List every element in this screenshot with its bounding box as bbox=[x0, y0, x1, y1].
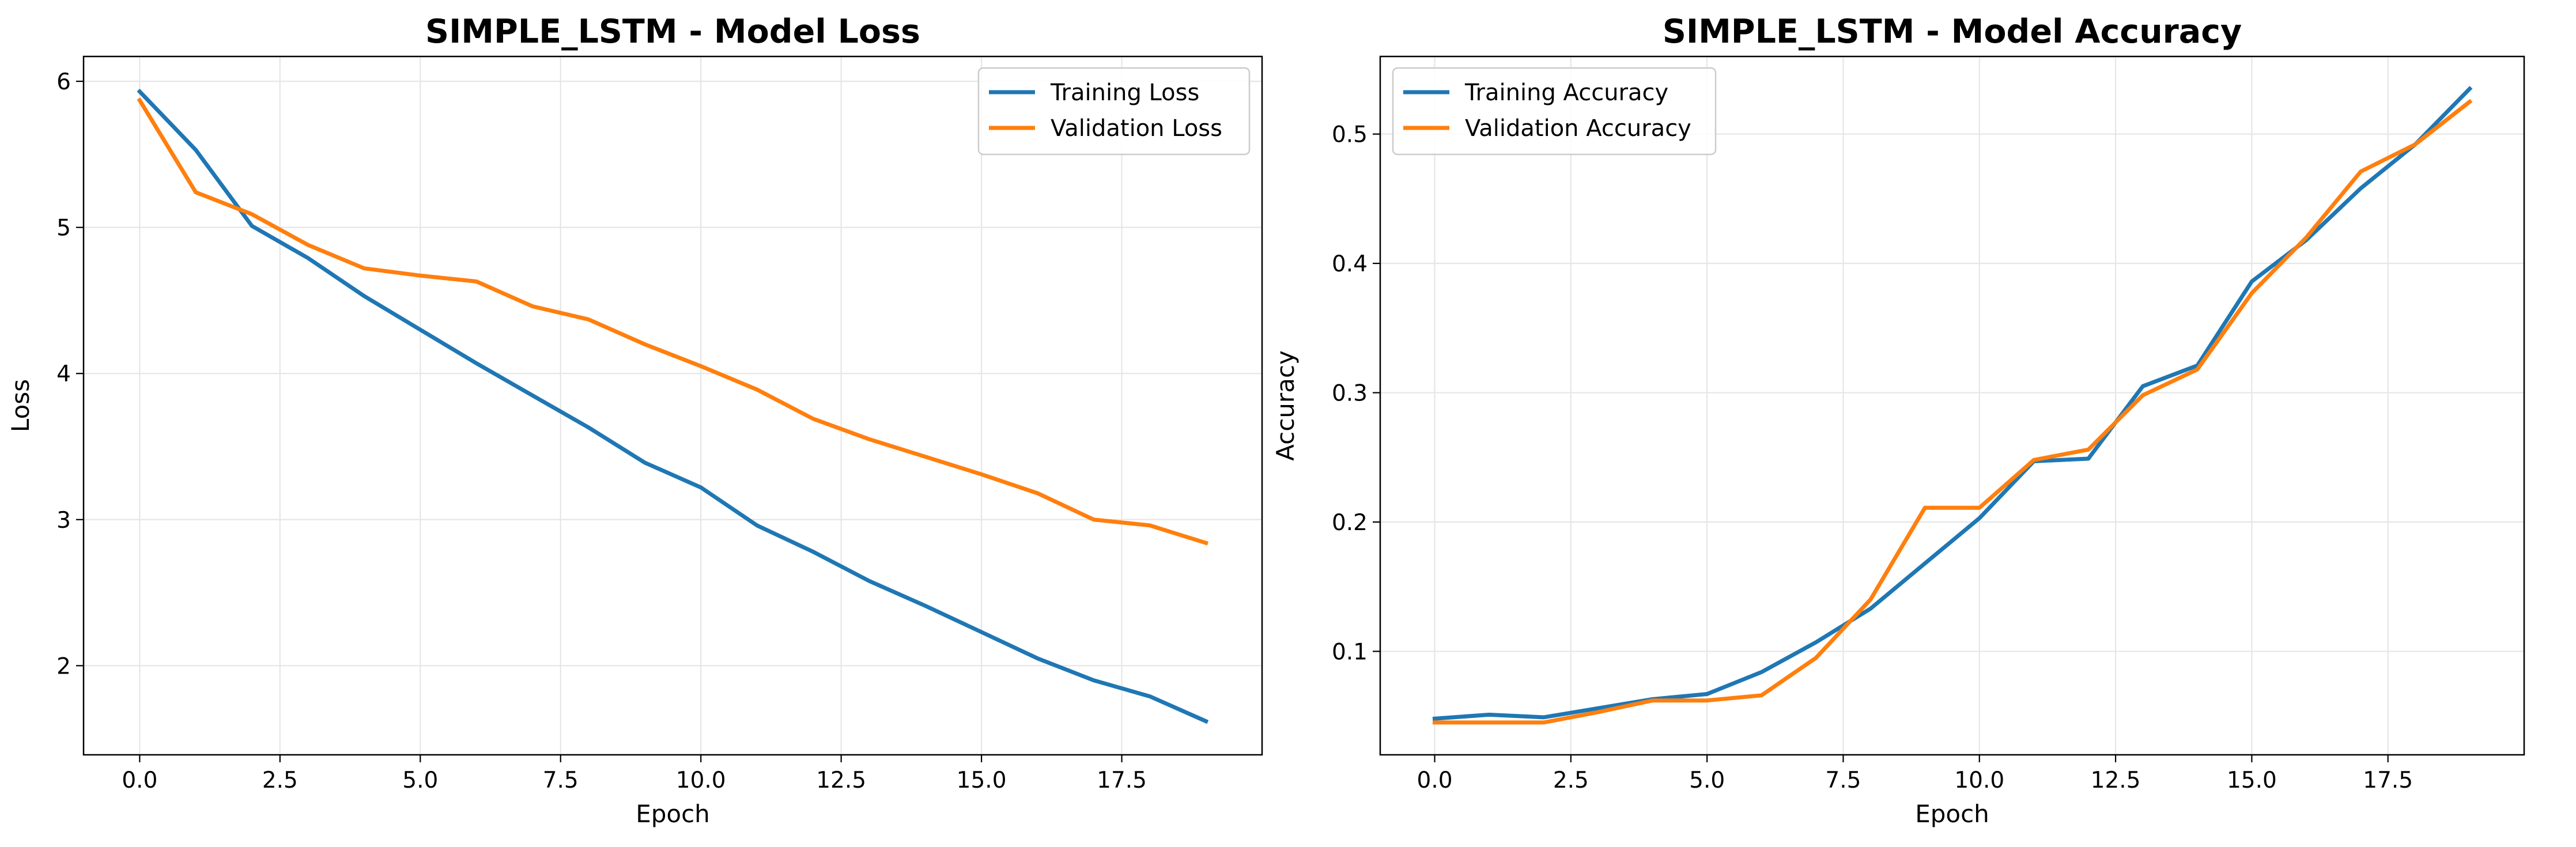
accuracy-y-tick-label: 0.4 bbox=[1332, 251, 1368, 277]
loss-x-tick-label: 0.0 bbox=[122, 767, 157, 793]
accuracy-y-tick-label: 0.1 bbox=[1332, 639, 1368, 665]
accuracy-x-tick-label: 10.0 bbox=[1954, 767, 2004, 793]
accuracy-y-tick-label: 0.5 bbox=[1332, 122, 1368, 148]
accuracy-x-tick-label: 2.5 bbox=[1553, 767, 1589, 793]
loss-y-tick-label: 2 bbox=[56, 653, 71, 679]
loss-grid bbox=[84, 56, 1262, 755]
accuracy-plot-frame bbox=[1379, 55, 2525, 756]
loss-legend-box bbox=[977, 67, 1251, 156]
validation-loss-line bbox=[137, 97, 1208, 546]
accuracy-x-tick-label: 0.0 bbox=[1417, 767, 1453, 793]
loss-series bbox=[137, 88, 1209, 724]
accuracy-x-tick-label: 15.0 bbox=[2227, 767, 2277, 793]
loss-y-axis-label: Loss bbox=[6, 379, 35, 432]
loss-x-tick-label: 15.0 bbox=[957, 767, 1007, 793]
training-loss-legend-label: Training Loss bbox=[1050, 80, 1199, 106]
accuracy-y-tick-label: 0.2 bbox=[1332, 510, 1368, 536]
accuracy-x-tick-label: 5.0 bbox=[1689, 767, 1725, 793]
loss-x-ticks: 0.0 2.5 5.0 7.5 10.0 12.5 15.0 17.5 bbox=[122, 755, 1147, 793]
accuracy-x-tick-label: 7.5 bbox=[1825, 767, 1861, 793]
loss-y-tick-label: 4 bbox=[56, 361, 71, 387]
loss-chart: 0.0 2.5 5.0 7.5 10.0 12.5 15.0 17.5 2 3 4 5 6 SIMPL… bbox=[6, 13, 1263, 828]
loss-x-tick-label: 5.0 bbox=[402, 767, 438, 793]
loss-y-tick-label: 5 bbox=[56, 215, 71, 241]
validation-accuracy-line bbox=[1433, 99, 2473, 725]
validation-loss-legend-label: Validation Loss bbox=[1051, 115, 1222, 142]
loss-x-tick-label: 12.5 bbox=[816, 767, 866, 793]
accuracy-x-tick-label: 12.5 bbox=[2091, 767, 2141, 793]
loss-y-tick-label: 3 bbox=[56, 508, 71, 534]
accuracy-grid bbox=[1380, 56, 2524, 755]
validation-accuracy-legend-label: Validation Accuracy bbox=[1465, 115, 1691, 142]
accuracy-y-ticks: 0.1 0.2 0.3 0.4 0.5 bbox=[1332, 122, 1380, 665]
accuracy-series bbox=[1432, 86, 2473, 725]
accuracy-chart: 0.0 2.5 5.0 7.5 10.0 12.5 15.0 17.5 0.10.20.30.… bbox=[1271, 13, 2525, 828]
loss-y-ticks: 2 3 4 5 6 bbox=[56, 69, 84, 679]
accuracy-x-ticks: 0.0 2.5 5.0 7.5 10.0 12.5 15.0 17.5 bbox=[1417, 755, 2413, 793]
accuracy-legend: Training Accuracy Validation Accuracy bbox=[1392, 67, 1717, 156]
loss-x-axis-label: Epoch bbox=[636, 800, 710, 828]
loss-x-tick-label: 2.5 bbox=[262, 767, 298, 793]
loss-y-tick-label: 6 bbox=[56, 69, 71, 95]
accuracy-y-tick-label: 0.3 bbox=[1332, 381, 1368, 407]
loss-legend: Training Loss Validation Loss bbox=[977, 67, 1251, 156]
loss-x-tick-label: 10.0 bbox=[676, 767, 726, 793]
accuracy-legend-box bbox=[1392, 67, 1717, 156]
accuracy-x-tick-label: 17.5 bbox=[2363, 767, 2413, 793]
loss-x-tick-label: 17.5 bbox=[1097, 767, 1147, 793]
accuracy-chart-title: SIMPLE_LSTM - Model Accuracy bbox=[1663, 13, 2242, 51]
training-accuracy-legend-label: Training Accuracy bbox=[1464, 80, 1668, 106]
loss-plot-frame bbox=[82, 55, 1263, 756]
accuracy-x-axis-label: Epoch bbox=[1915, 800, 1989, 828]
accuracy-y-axis-label: Accuracy bbox=[1271, 350, 1300, 461]
loss-x-tick-label: 7.5 bbox=[543, 767, 579, 793]
loss-chart-title: SIMPLE_LSTM - Model Loss bbox=[425, 13, 920, 51]
training-loss-line bbox=[137, 88, 1209, 724]
